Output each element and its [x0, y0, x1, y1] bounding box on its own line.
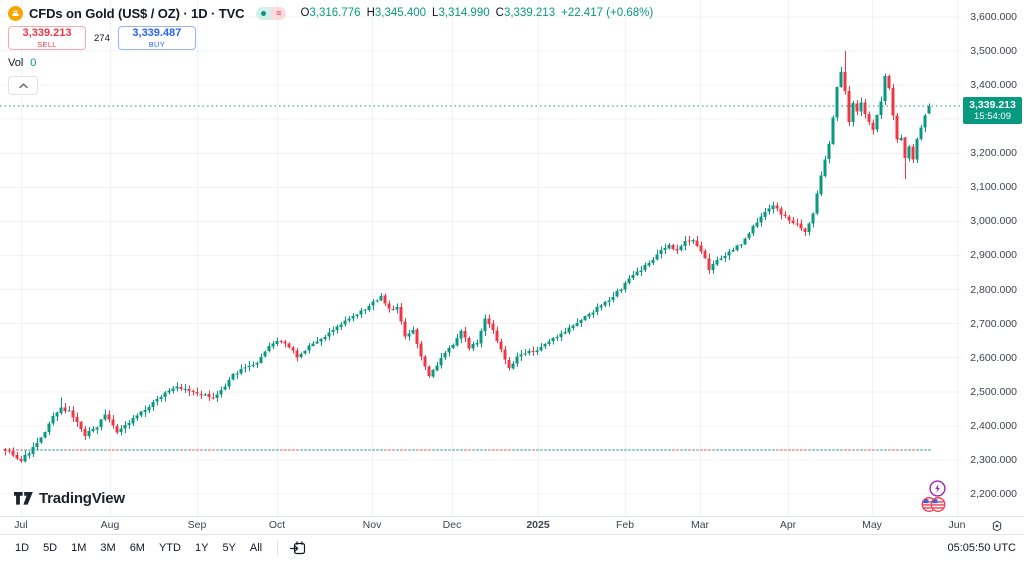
symbol-title[interactable]: CFDs on Gold (US$ / OZ) · 1D · TVC [29, 5, 245, 21]
timezone-clock[interactable]: 05:05:50 UTC [947, 542, 1016, 554]
range-button-all[interactable]: All [249, 542, 263, 554]
time-axis[interactable]: Jul Aug Sep Oct Nov Dec 2025 Feb Mar Apr May Jun [0, 516, 1024, 534]
volume-indicator-name: Vol [8, 57, 24, 69]
chevron-up-icon [18, 82, 28, 89]
time-tick-label: Mar [690, 519, 710, 531]
price-tick-label: 3,500.000 [970, 45, 1017, 58]
range-button-1d[interactable]: 1D [15, 542, 30, 554]
axis-settings-gear-icon[interactable] [991, 520, 1003, 532]
high-value: 3,345.400 [374, 7, 427, 19]
price-tick-label: 2,200.000 [970, 487, 1017, 500]
tradingview-logo-icon [14, 492, 33, 505]
go-to-date-button[interactable] [286, 539, 310, 557]
tradingview-logo[interactable]: TradingView [14, 490, 125, 507]
chart-pane[interactable]: CFDs on Gold (US$ / OZ) · 1D · TVC ≈ O3,… [0, 0, 962, 516]
range-button-1y[interactable]: 1Y [194, 542, 209, 554]
current-price-badge: 3,339.213 15:54:09 [963, 96, 1022, 124]
price-tick-label: 2,800.000 [970, 283, 1017, 296]
time-tick-label: Aug [100, 519, 120, 531]
lightning-event-icon[interactable] [929, 480, 946, 497]
tradingview-logo-text: TradingView [39, 490, 125, 507]
time-tick-label: Jul [14, 519, 28, 531]
price-tick-label: 2,600.000 [970, 351, 1017, 364]
time-tick-label: 2025 [526, 519, 550, 531]
sell-price: 3,339.213 [22, 26, 72, 39]
close-key: C [495, 7, 504, 19]
gold-coin-icon [8, 5, 23, 21]
volume-indicator-value: 0 [30, 57, 37, 69]
event-markers [921, 480, 946, 513]
time-tick-label: Oct [268, 519, 286, 531]
delayed-data-icon: ≈ [271, 6, 287, 20]
pane-collapse-button[interactable] [8, 76, 38, 95]
price-tick-label: 3,600.000 [970, 11, 1017, 23]
low-value: 3,314.990 [438, 7, 490, 19]
range-button-1m[interactable]: 1M [71, 542, 87, 554]
price-tick-label: 2,700.000 [970, 317, 1017, 330]
sell-button[interactable]: 3,339.213 SELL [8, 26, 86, 50]
chart-header: CFDs on Gold (US$ / OZ) · 1D · TVC ≈ O3,… [8, 5, 653, 95]
current-price: 3,339.213 [969, 98, 1016, 111]
time-tick-label: Jun [948, 519, 966, 531]
sell-label: SELL [37, 39, 57, 49]
open-key: O [300, 7, 310, 19]
price-tick-label: 3,400.000 [970, 79, 1017, 92]
volume-indicator-legend[interactable]: Vol 0 [8, 57, 653, 69]
bar-countdown: 15:54:09 [974, 110, 1011, 122]
market-open-dot-icon [256, 6, 272, 20]
range-button-6m[interactable]: 6M [129, 542, 145, 554]
price-tick-label: 2,400.000 [970, 419, 1017, 432]
time-tick-label: Feb [615, 519, 635, 531]
time-tick-label: Sep [187, 519, 207, 531]
range-button-3m[interactable]: 3M [100, 542, 116, 554]
open-value: 3,316.776 [309, 7, 361, 19]
price-tick-label: 2,300.000 [970, 453, 1017, 466]
high-key: H [366, 7, 375, 19]
range-button-5d[interactable]: 5D [43, 542, 58, 554]
change-value: +22.417 (+0.68%) [561, 7, 654, 19]
toolbar-divider [277, 540, 279, 556]
buy-button[interactable]: 3,339.487 BUY [117, 26, 196, 50]
price-tick-label: 3,000.000 [970, 215, 1017, 228]
time-tick-label: May [862, 519, 882, 531]
price-tick-label: 3,200.000 [970, 147, 1017, 160]
spread-value: 274 [94, 32, 110, 44]
time-tick-label: Nov [362, 519, 382, 531]
range-button-5y[interactable]: 5Y [222, 542, 236, 554]
bottom-toolbar: 1D 5D 1M 3M 6M YTD 1Y 5Y All 05:05:50 UT… [0, 534, 1024, 561]
range-button-ytd[interactable]: YTD [158, 542, 181, 554]
ohlc-readout: O3,316.776 H3,345.400 L3,314.990 C3,339.… [300, 7, 653, 19]
price-tick-label: 3,100.000 [970, 181, 1017, 194]
close-value: 3,339.213 [503, 7, 556, 19]
price-axis[interactable]: 3,339.213 15:54:09 3,600.000 3,500.000 3,4… [962, 0, 1024, 516]
market-status-icon[interactable]: ≈ [256, 6, 287, 20]
go-to-date-icon [290, 541, 306, 555]
buy-price: 3,339.487 [132, 26, 182, 39]
price-tick-label: 2,500.000 [970, 385, 1017, 398]
trade-panel: 3,339.213 SELL 274 3,339.487 BUY [8, 26, 653, 50]
price-tick-label: 2,900.000 [970, 249, 1017, 262]
economic-events-flags-icon[interactable] [921, 496, 946, 513]
time-tick-label: Dec [442, 519, 462, 531]
low-key: L [432, 7, 439, 19]
buy-label: BUY [148, 39, 166, 49]
candlestick-chart[interactable] [0, 0, 962, 516]
time-tick-label: Apr [779, 519, 797, 531]
